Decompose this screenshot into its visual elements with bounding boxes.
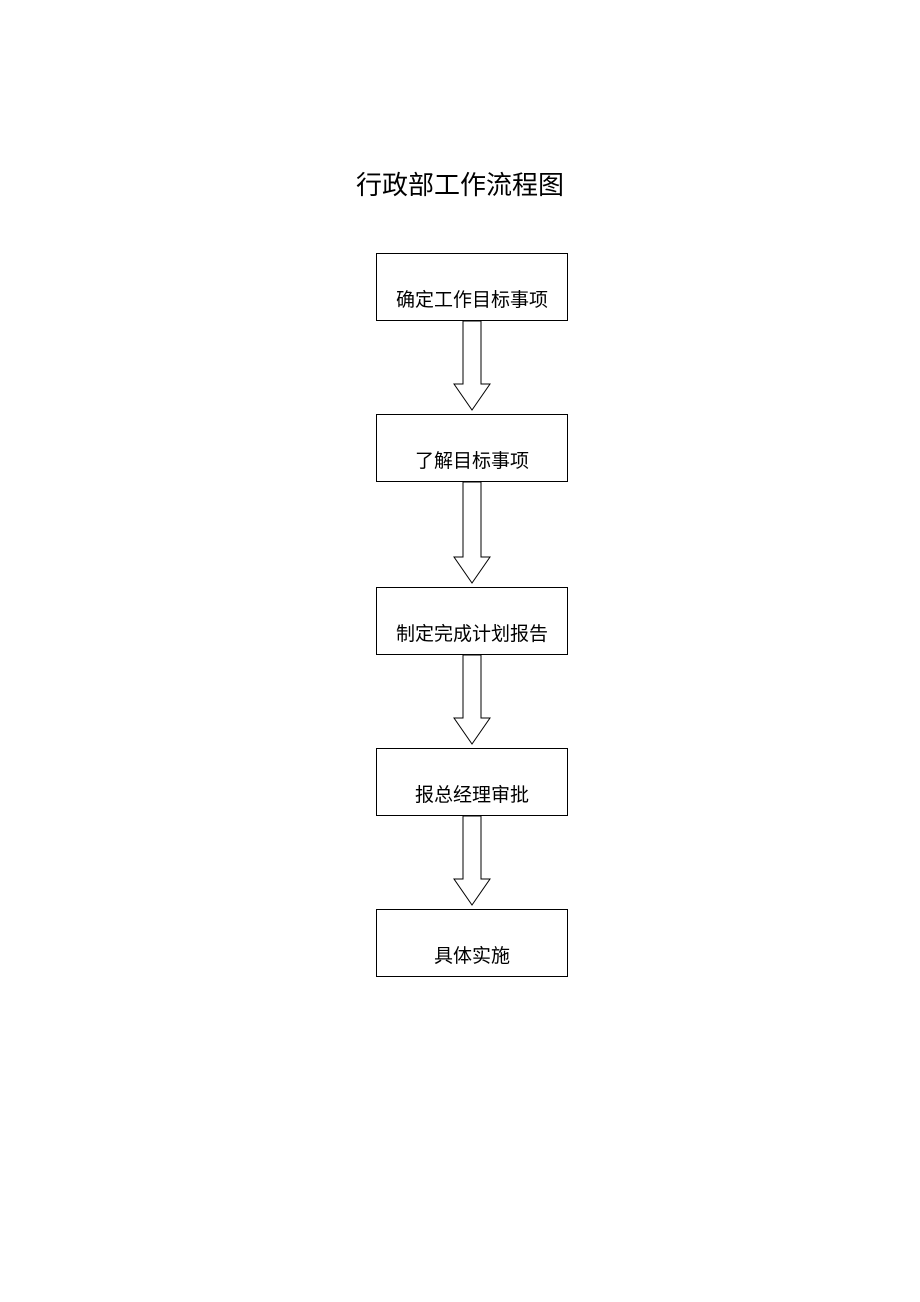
arrow-down-icon xyxy=(454,816,490,905)
flowchart-container: 行政部工作流程图 确定工作目标事项了解目标事项制定完成计划报告报总经理审批具体实… xyxy=(0,0,920,1302)
flowchart-arrow-4 xyxy=(0,0,920,1302)
